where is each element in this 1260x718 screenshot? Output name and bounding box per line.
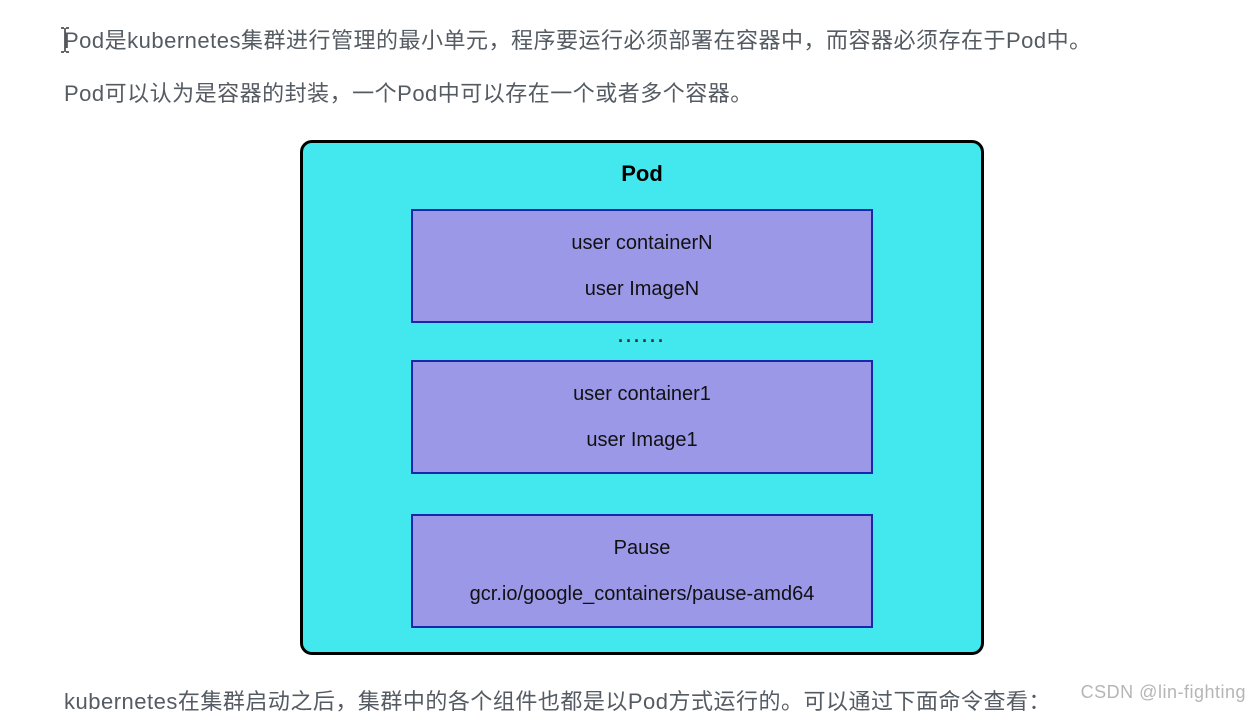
container-image-n: user ImageN <box>423 275 861 303</box>
pod-diagram: Pod user containerN user ImageN ······ u… <box>64 140 1220 655</box>
pause-container-box: Pause gcr.io/google_containers/pause-amd… <box>411 514 873 628</box>
ellipsis: ······ <box>353 323 931 360</box>
pod-title: Pod <box>353 161 931 187</box>
pod-outer-box: Pod user containerN user ImageN ······ u… <box>300 140 984 655</box>
paragraph-1: Pod是kubernetes集群进行管理的最小单元，程序要运行必须部署在容器中，… <box>64 24 1092 57</box>
container-name-n: user containerN <box>423 229 861 257</box>
paragraph-3: kubernetes在集群启动之后，集群中的各个组件也都是以Pod方式运行的。可… <box>64 685 1220 718</box>
container-box-n: user containerN user ImageN <box>411 209 873 323</box>
paragraph-2: Pod可以认为是容器的封装，一个Pod中可以存在一个或者多个容器。 <box>64 77 1220 110</box>
paragraph-1-wrap: Pod是kubernetes集群进行管理的最小单元，程序要运行必须部署在容器中，… <box>64 24 1220 57</box>
pause-image: gcr.io/google_containers/pause-amd64 <box>423 580 861 608</box>
box-separator <box>353 474 931 514</box>
watermark: CSDN @lin-fighting <box>1081 682 1246 703</box>
article-content: Pod是kubernetes集群进行管理的最小单元，程序要运行必须部署在容器中，… <box>0 24 1260 718</box>
text-cursor-icon <box>60 27 62 53</box>
container-box-1: user container1 user Image1 <box>411 360 873 474</box>
pause-title: Pause <box>423 534 861 562</box>
container-image-1: user Image1 <box>423 426 861 454</box>
container-name-1: user container1 <box>423 380 861 408</box>
